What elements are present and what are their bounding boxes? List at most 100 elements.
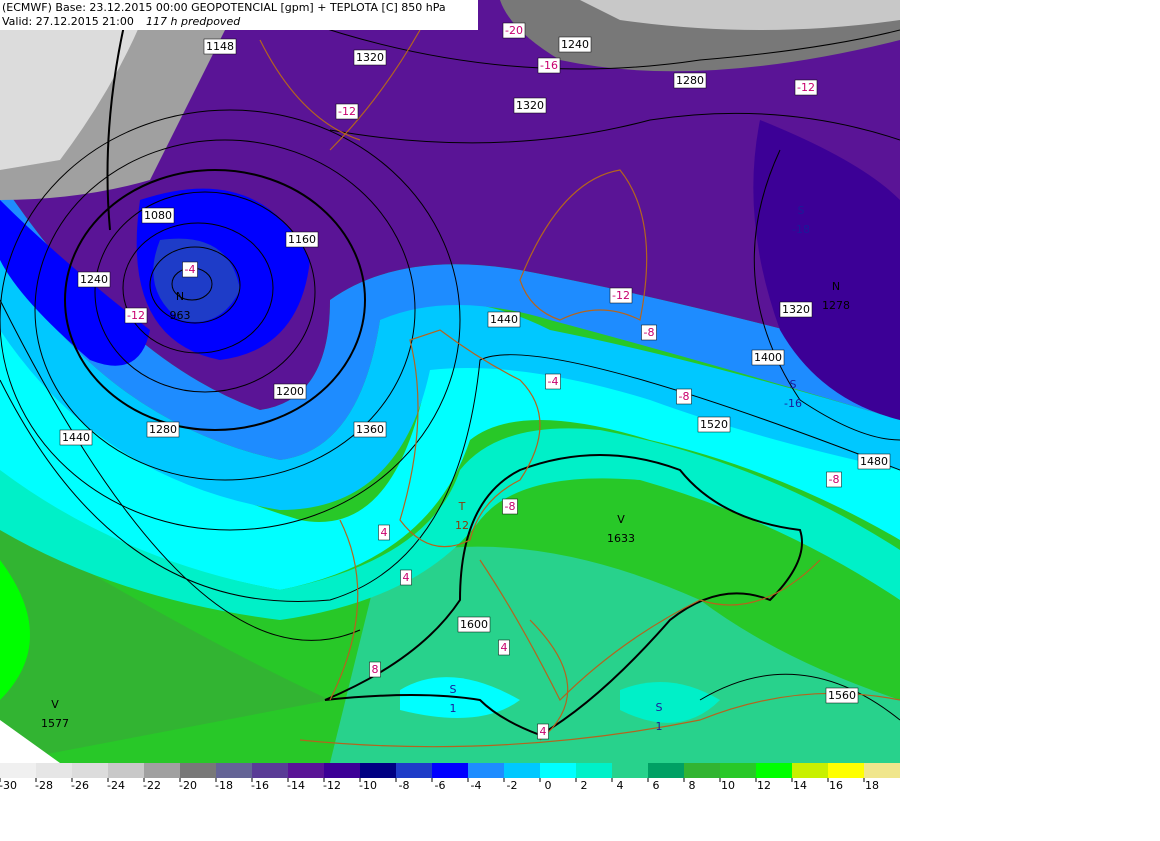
legend-swatch — [576, 763, 612, 778]
temperature-label-box — [537, 57, 561, 74]
contour-line — [0, 354, 900, 602]
legend-label: -10 — [359, 779, 377, 792]
legend-swatch — [72, 763, 108, 778]
legend-label: 6 — [653, 779, 660, 792]
temperature-label: -16 — [540, 59, 558, 72]
contour-label-box — [141, 207, 175, 224]
contour-label-box — [203, 38, 237, 55]
contour-label: 1400 — [754, 351, 782, 364]
temperature-label-box — [124, 307, 148, 324]
contour-label-box — [285, 231, 319, 248]
legend-swatch — [396, 763, 432, 778]
legend-swatch — [288, 763, 324, 778]
legend-label: -26 — [71, 779, 89, 792]
temperature-label-box — [369, 661, 381, 678]
legend-swatch — [864, 763, 900, 778]
legend-swatch — [36, 763, 72, 778]
contour-label: 1280 — [676, 74, 704, 87]
center-symbol: V — [51, 698, 59, 711]
temperature-label-box — [335, 103, 359, 120]
center-value: 1633 — [607, 532, 635, 545]
field-area — [0, 428, 900, 620]
legend-swatch — [108, 763, 144, 778]
center-symbol: N — [176, 290, 184, 303]
contour-label: 1148 — [206, 40, 234, 53]
temperature-label: -12 — [338, 105, 356, 118]
contour-label: 1320 — [782, 303, 810, 316]
legend-label: -28 — [35, 779, 53, 792]
contour-label: 1560 — [828, 689, 856, 702]
legend-swatch — [648, 763, 684, 778]
legend-label: -4 — [471, 779, 482, 792]
contour-label: 1440 — [62, 431, 90, 444]
field-area — [753, 120, 900, 420]
legend-swatch — [144, 763, 180, 778]
legend-swatch — [756, 763, 792, 778]
header-box — [0, 0, 478, 30]
contour-label-box — [857, 453, 891, 470]
contour-label-box — [353, 421, 387, 438]
outside-area — [0, 720, 60, 763]
contour-label-box — [673, 72, 707, 89]
legend-label: -16 — [251, 779, 269, 792]
legend-swatch — [540, 763, 576, 778]
legend-label: -2 — [507, 779, 518, 792]
center-value: 1 — [450, 702, 457, 715]
contour-label: 1320 — [356, 51, 384, 64]
contour-line — [149, 246, 241, 324]
contour-line — [699, 673, 900, 721]
coastline — [329, 519, 821, 702]
header-valid: Valid: 27.12.2015 21:00 — [2, 15, 134, 28]
legend-label: -8 — [399, 779, 410, 792]
header: (ECMWF) Base: 23.12.2015 00:00 GEOPOTENC… — [0, 0, 478, 30]
temperature-label: -4 — [548, 375, 559, 388]
contour-label: 1480 — [860, 455, 888, 468]
contour-label: 1600 — [460, 618, 488, 631]
legend-swatch — [360, 763, 396, 778]
contour-label-box — [59, 429, 93, 446]
temperature-label: -12 — [127, 309, 145, 322]
legend-label: 10 — [721, 779, 735, 792]
center-value: -16 — [784, 397, 802, 410]
temperature-label: -8 — [505, 500, 516, 513]
legend-swatch — [324, 763, 360, 778]
coastline — [519, 169, 648, 321]
temperature-label-box — [502, 498, 518, 515]
contour-line — [324, 454, 803, 737]
temperature-label: 4 — [540, 725, 547, 738]
temperature-label: 8 — [372, 663, 379, 676]
field-area — [0, 0, 150, 170]
contour-label-box — [273, 383, 307, 400]
legend-label: 16 — [829, 779, 843, 792]
contour-line — [122, 222, 274, 354]
contour-label-box — [513, 97, 547, 114]
legend-swatch — [180, 763, 216, 778]
center-symbol: T — [458, 500, 466, 513]
contour-line — [0, 109, 461, 531]
coastline — [299, 619, 900, 748]
coastlines — [259, 29, 900, 748]
legend-label: -20 — [179, 779, 197, 792]
field-area — [153, 238, 240, 322]
center-value: 1577 — [41, 717, 69, 730]
center-value: 1278 — [822, 299, 850, 312]
contour-label-box — [558, 36, 592, 53]
field-area — [0, 520, 330, 763]
temperature-label-box — [400, 569, 412, 586]
legend-label: 18 — [865, 779, 879, 792]
contour-label-box — [146, 421, 180, 438]
contour-label-box — [353, 49, 387, 66]
temperature-label-box — [676, 388, 692, 405]
center-value: 12 — [455, 519, 469, 532]
contour-line — [34, 139, 416, 481]
center-value: 963 — [170, 309, 191, 322]
legend-label: -12 — [323, 779, 341, 792]
legend-swatch — [468, 763, 504, 778]
temperature-label: -20 — [505, 24, 523, 37]
header-forecast: 117 h predpoved — [146, 15, 241, 28]
field-area — [0, 250, 900, 510]
temperature-label: 4 — [403, 571, 410, 584]
center-symbol: S — [790, 378, 797, 391]
contour-label: 1160 — [288, 233, 316, 246]
